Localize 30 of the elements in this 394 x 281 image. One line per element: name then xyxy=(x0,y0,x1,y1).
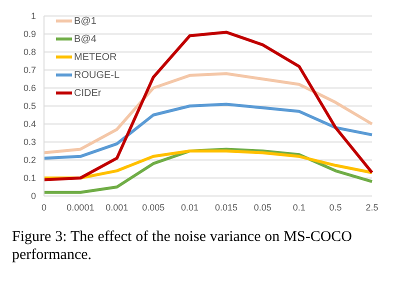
y-tick-label: 0 xyxy=(30,191,36,202)
y-tick-label: 0.3 xyxy=(23,137,36,148)
legend-label: CIDEr xyxy=(74,88,102,98)
x-tick-label: 0.01 xyxy=(181,202,199,212)
line-series xyxy=(42,72,374,154)
legend-label: ROUGE-L xyxy=(74,70,120,80)
x-tick-label: 0.05 xyxy=(254,202,272,212)
y-tick-label: 0.7 xyxy=(23,65,36,76)
y-tick-label: 0.6 xyxy=(23,83,36,94)
x-tick-label: 0.0001 xyxy=(66,202,94,212)
legend-label: B@4 xyxy=(74,34,96,44)
caption: Figure 3: The effect of the noise variance on MS-COCO performance. xyxy=(11,228,352,264)
x-tick-label: 0.015 xyxy=(214,202,238,212)
y-tick-label: 0.4 xyxy=(23,119,36,130)
x-tick-label: 0.5 xyxy=(329,202,342,212)
legend-label: METEOR xyxy=(74,52,117,62)
legend-label: B@1 xyxy=(74,16,96,26)
y-tick-label: 0.2 xyxy=(23,155,36,166)
y-tick-label: 0.5 xyxy=(23,101,36,112)
y-tick-label: 0.8 xyxy=(23,47,36,58)
y-tick-label: 0.9 xyxy=(23,29,36,40)
x-tick-label: 2.5 xyxy=(366,202,378,212)
y-tick-label: 0.1 xyxy=(23,173,36,184)
x-tick-label: 0 xyxy=(41,202,47,212)
line-series xyxy=(42,30,374,182)
x-tick-label: 0.001 xyxy=(106,202,128,212)
line-series xyxy=(42,102,374,160)
x-tick-label: 0.005 xyxy=(142,202,165,212)
y-tick-label: 1 xyxy=(30,11,36,22)
x-tick-label: 0.1 xyxy=(292,202,306,212)
